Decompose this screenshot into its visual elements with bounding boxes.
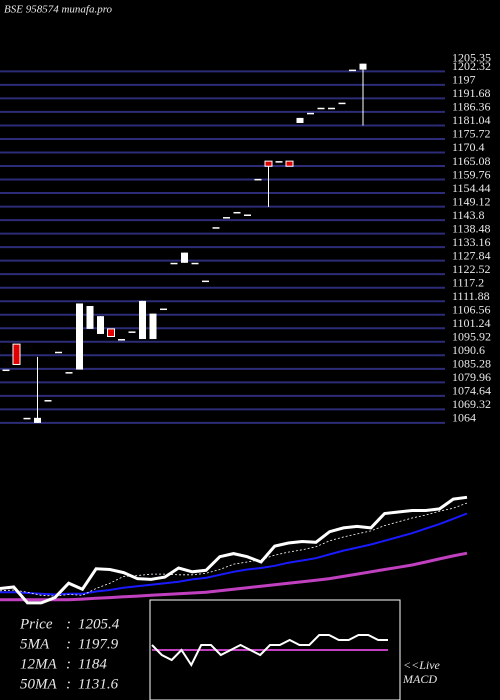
info-label: 50MA — [20, 676, 57, 692]
candle-body — [223, 217, 230, 219]
y-tick-label: 1127.84 — [452, 248, 491, 262]
candle-body — [65, 372, 73, 374]
candle-body — [139, 300, 146, 340]
y-tick-label: 1159.76 — [452, 167, 491, 181]
y-tick-label: 1101.24 — [452, 316, 491, 330]
candle-body — [76, 303, 83, 370]
candle-body — [317, 107, 325, 110]
y-tick-label: 1191.68 — [452, 86, 491, 100]
candle-body — [212, 227, 220, 229]
candle-body — [34, 417, 41, 423]
candle-body — [128, 331, 136, 333]
candle-body — [285, 160, 294, 167]
y-tick-label: 1064 — [452, 411, 476, 425]
y-tick-label: 1090.6 — [452, 343, 485, 357]
y-tick-label: 1106.56 — [452, 302, 491, 316]
info-colon: : — [66, 616, 71, 632]
y-tick-label: 1186.36 — [452, 100, 491, 114]
ma-line — [0, 512, 468, 596]
info-value: 1131.6 — [78, 676, 119, 692]
info-colon: : — [66, 636, 71, 652]
y-tick-label: 1079.96 — [452, 370, 491, 384]
candle-body — [233, 211, 241, 214]
info-colon: : — [66, 676, 71, 692]
y-tick-label: 1143.8 — [452, 208, 485, 222]
y-tick-label: 1165.08 — [452, 154, 491, 168]
candle-body — [12, 343, 21, 365]
ma-line — [0, 502, 468, 597]
macd-label: MACD — [402, 672, 437, 686]
y-tick-label: 1197 — [452, 73, 476, 87]
candle-body — [338, 102, 346, 105]
candle-body — [359, 63, 367, 70]
candle-body — [23, 417, 31, 420]
info-label: 5MA — [20, 636, 50, 652]
y-tick-label: 1133.16 — [452, 235, 491, 249]
candle-body — [55, 351, 62, 354]
info-colon: : — [66, 656, 71, 672]
candle-body — [149, 313, 157, 340]
y-tick-label: 1117.2 — [452, 275, 484, 289]
candle-body — [307, 112, 314, 115]
y-tick-label: 1111.88 — [452, 289, 490, 303]
candle-body — [2, 369, 10, 372]
info-value: 1184 — [78, 656, 107, 672]
info-value: 1205.4 — [78, 616, 120, 632]
candle-body — [160, 308, 167, 311]
candle-body — [44, 400, 52, 402]
live-label: <<Live — [403, 658, 441, 672]
y-tick-label: 1154.44 — [452, 181, 491, 195]
y-tick-label: 1122.52 — [452, 262, 491, 276]
y-tick-label: 1095.92 — [452, 330, 491, 344]
candle-body — [349, 69, 356, 72]
info-label: Price — [19, 616, 53, 632]
y-tick-label: 1069.32 — [452, 397, 491, 411]
chart-title: BSE 958574 munafa.pro — [4, 4, 113, 16]
candle-body — [275, 161, 283, 163]
macd-line — [151, 634, 388, 668]
candle-body — [97, 316, 104, 334]
y-tick-label: 1138.48 — [452, 221, 491, 235]
candle-body — [181, 252, 188, 263]
candle-body — [170, 262, 178, 265]
candle-body — [191, 262, 199, 265]
candle-body — [86, 306, 94, 329]
y-tick-label: 1085.28 — [452, 357, 491, 371]
y-tick-label: 1202.32 — [452, 59, 491, 73]
y-tick-label: 1170.4 — [452, 140, 485, 154]
y-tick-label: 1175.72 — [452, 127, 491, 141]
info-value: 1197.9 — [78, 636, 119, 652]
candle-body — [328, 107, 335, 110]
candle-body — [202, 280, 209, 283]
candle-body — [107, 328, 115, 337]
candle-body — [244, 214, 251, 216]
candle-body — [296, 117, 304, 123]
candle-body — [118, 339, 125, 341]
info-label: 12MA — [20, 656, 57, 672]
price-line — [0, 495, 468, 605]
candle-body — [264, 160, 273, 167]
ma-line — [0, 551, 468, 602]
y-tick-label: 1149.12 — [452, 194, 491, 208]
candle-body — [254, 178, 262, 181]
y-tick-label: 1074.64 — [452, 384, 491, 398]
y-tick-label: 1181.04 — [452, 113, 491, 127]
info-background — [0, 612, 150, 700]
last-price-label: 1205.35 — [452, 50, 491, 64]
